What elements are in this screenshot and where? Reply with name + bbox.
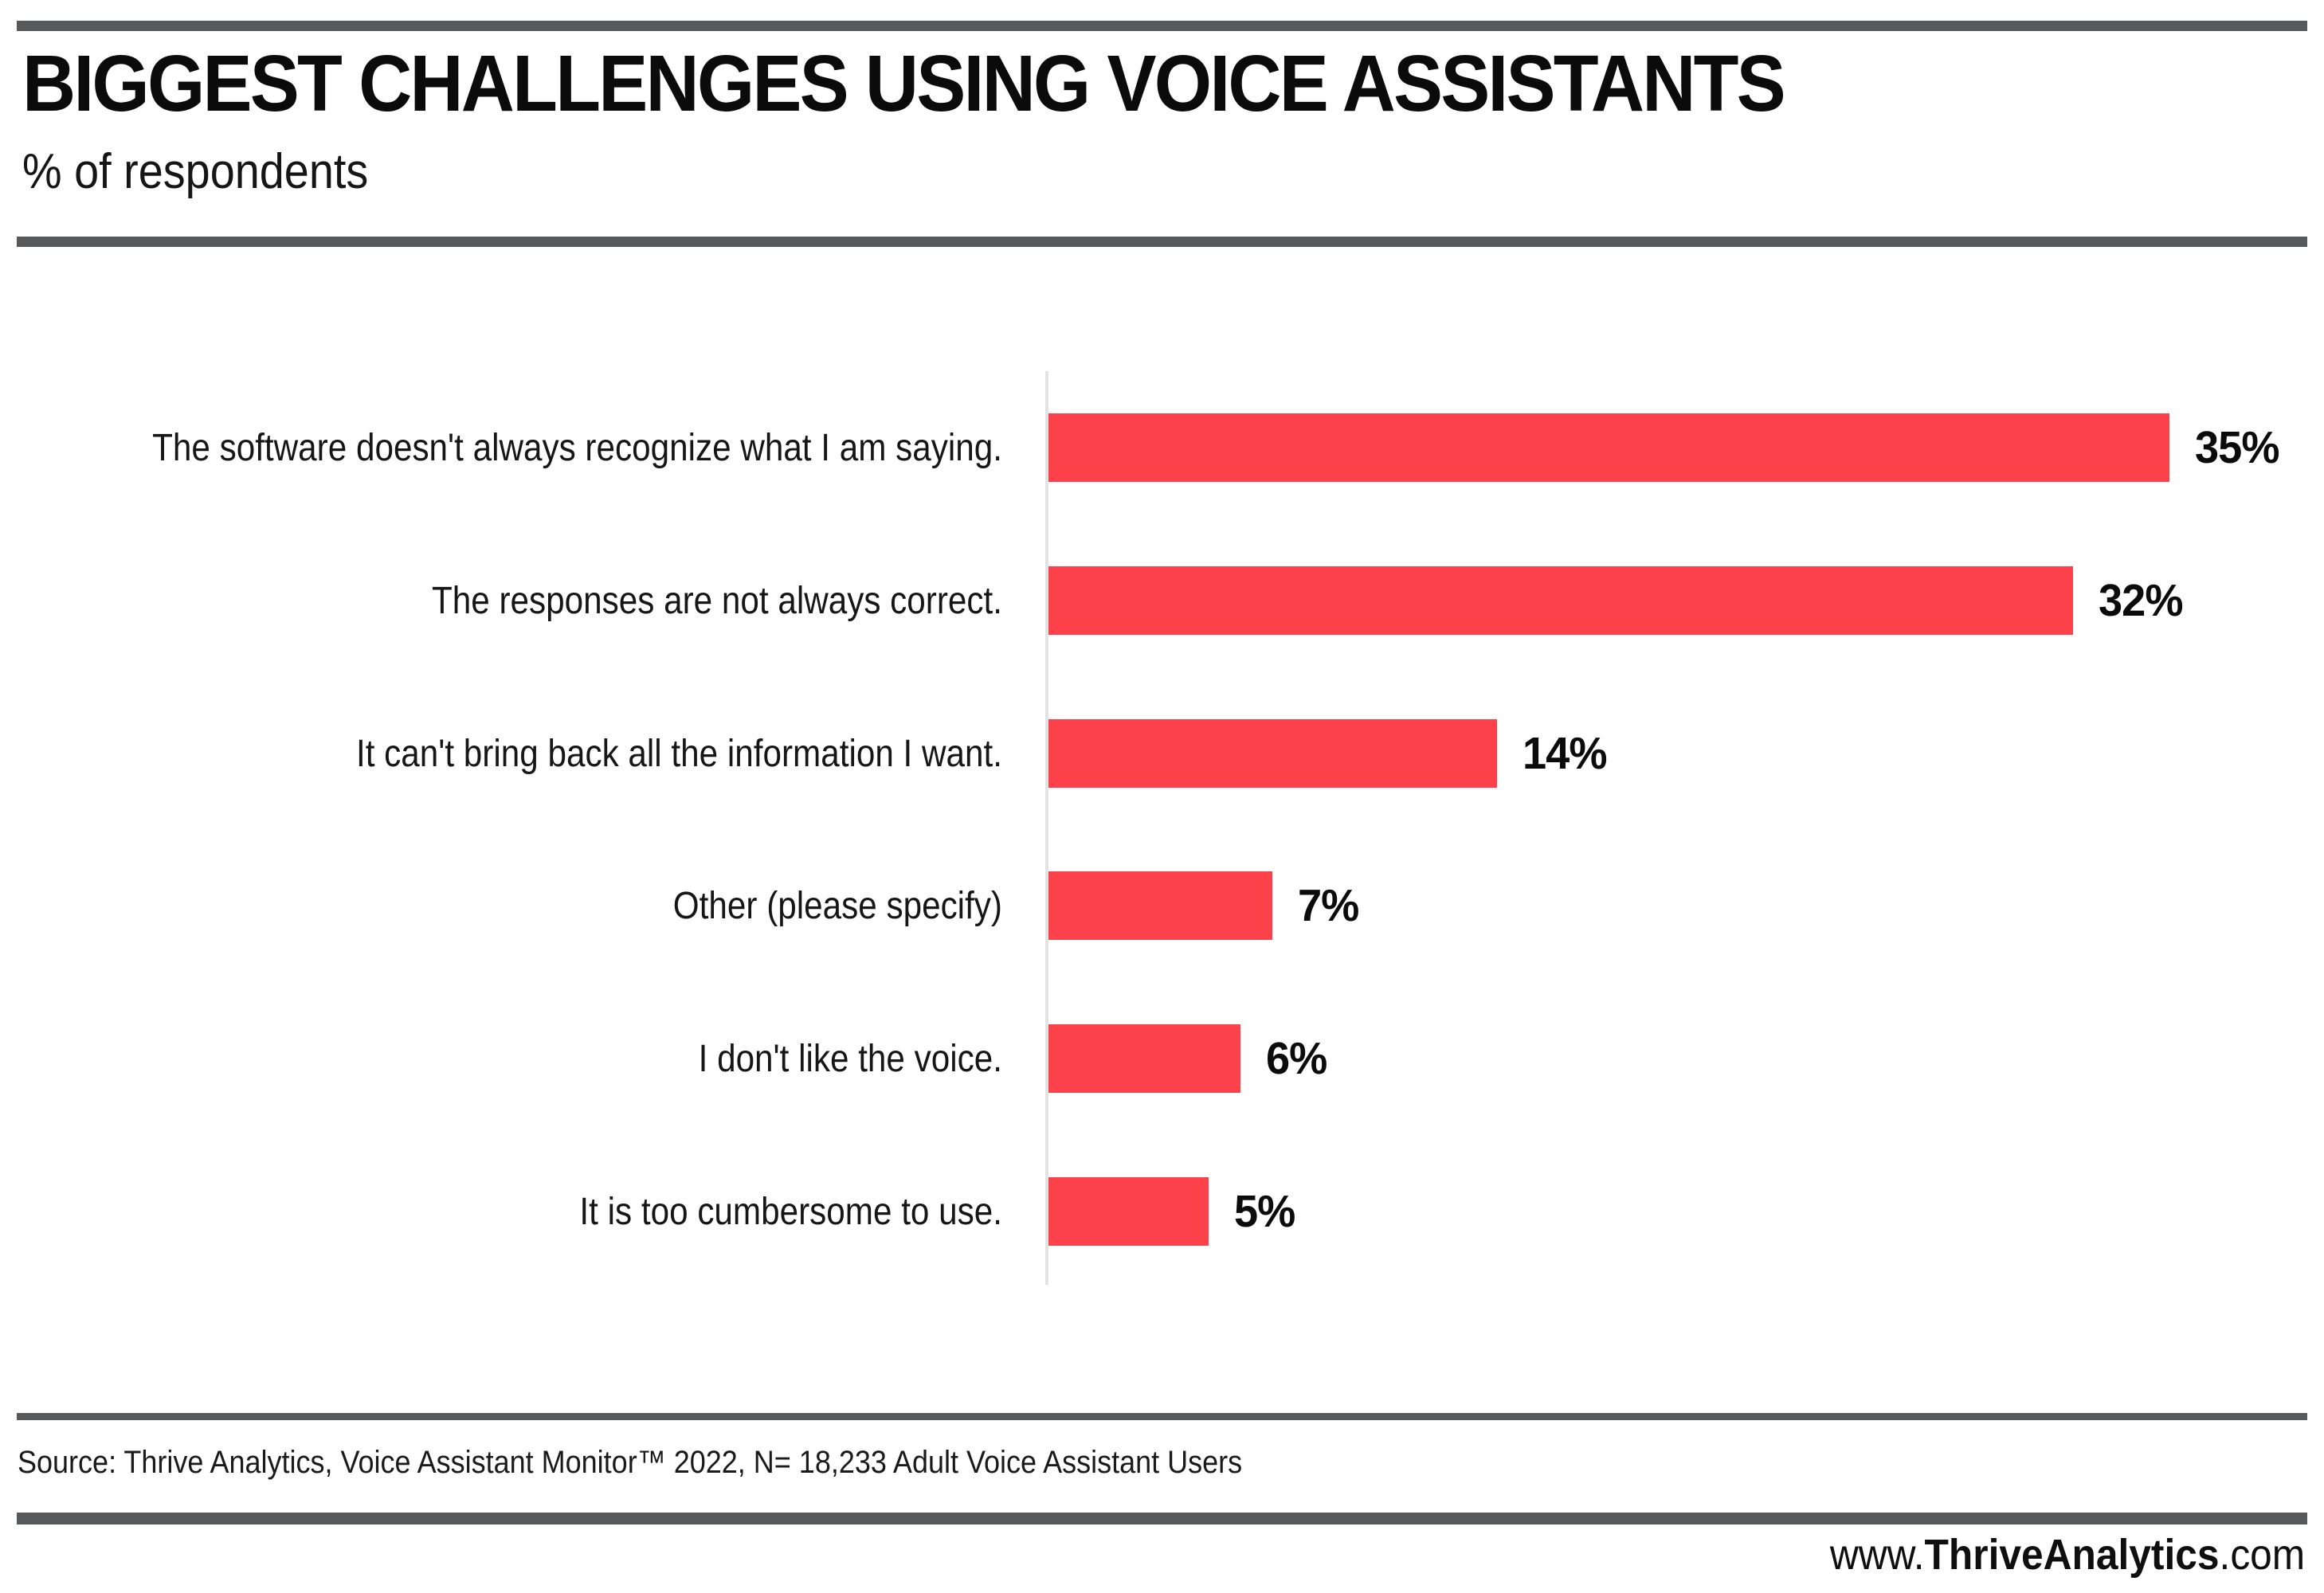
category-label: Other (please specify) [672, 884, 1002, 927]
value-label: 7% [1298, 880, 1359, 931]
source-note: Source: Thrive Analytics, Voice Assistan… [18, 1445, 1243, 1480]
bar [1048, 413, 2169, 482]
page-subtitle: % of respondents [22, 144, 369, 199]
website-suffix: .com [2219, 1531, 2305, 1579]
bar [1048, 719, 1497, 788]
value-label: 14% [1523, 728, 1607, 779]
bar [1048, 566, 2073, 635]
header-divider [17, 237, 2307, 247]
bar [1048, 1024, 1240, 1093]
website-prefix: www. [1829, 1531, 1925, 1579]
top-divider [17, 21, 2307, 31]
y-axis-line [1045, 371, 1048, 1285]
website-brand: ThriveAnalytics [1924, 1531, 2220, 1579]
category-label: I don't like the voice. [698, 1037, 1002, 1080]
value-label: 5% [1234, 1186, 1295, 1237]
category-label: The software doesn't always recognize wh… [152, 426, 1002, 469]
page-title: BIGGEST CHALLENGES USING VOICE ASSISTANT… [22, 39, 1786, 128]
category-label: The responses are not always correct. [431, 579, 1002, 622]
value-label: 35% [2195, 422, 2279, 473]
website-text: www.ThriveAnalytics.com [1830, 1530, 2305, 1579]
category-label: It is too cumbersome to use. [579, 1190, 1002, 1233]
bar [1048, 871, 1272, 940]
value-label: 32% [2099, 575, 2183, 626]
category-label: It can't bring back all the information … [355, 732, 1003, 775]
bar [1048, 1177, 1209, 1246]
footer-divider [17, 1513, 2307, 1525]
source-divider [17, 1413, 2307, 1420]
value-label: 6% [1266, 1033, 1327, 1084]
